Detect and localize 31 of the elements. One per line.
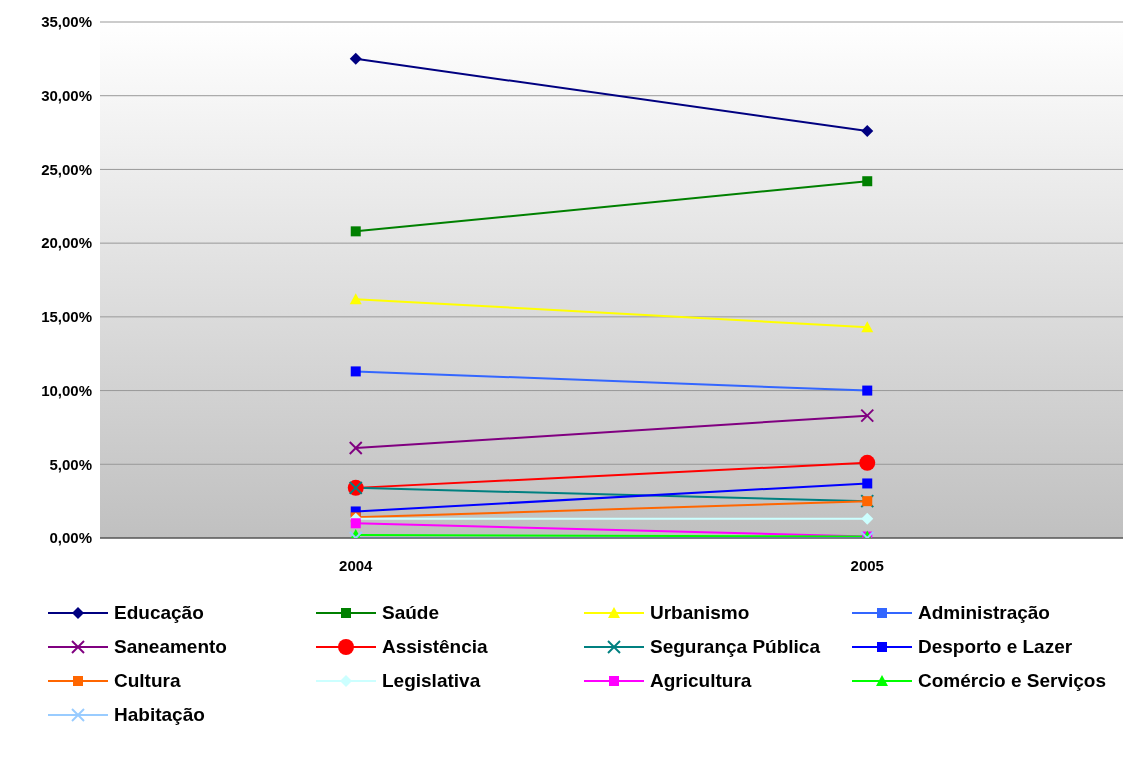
point xyxy=(350,518,361,529)
legend-label: Agricultura xyxy=(650,670,752,692)
y-tick-label: 15,00% xyxy=(41,308,92,326)
y-tick-label: 30,00% xyxy=(41,87,92,105)
legend-label: Urbanismo xyxy=(650,602,750,624)
y-tick-label: 5,00% xyxy=(49,455,92,473)
y-tick-label: 10,00% xyxy=(41,381,92,399)
x-tick-label: 2004 xyxy=(339,556,374,574)
point xyxy=(862,176,873,187)
legend-label: Administração xyxy=(918,602,1050,624)
legend-label: Habitação xyxy=(114,704,205,726)
legend-label: Educação xyxy=(114,602,204,624)
y-tick-label: 35,00% xyxy=(41,13,92,31)
legend-label: Comércio e Serviços xyxy=(918,670,1106,692)
point xyxy=(861,125,874,138)
y-tick-label: 25,00% xyxy=(41,160,92,178)
point xyxy=(349,52,362,65)
legend-label: Cultura xyxy=(114,670,181,692)
point xyxy=(861,512,874,525)
legend-label: Saúde xyxy=(382,602,440,624)
y-tick-label: 0,00% xyxy=(49,529,92,547)
x-tick-label: 2005 xyxy=(850,556,884,574)
legend-label: Assistência xyxy=(382,636,488,658)
legend-label: Segurança Pública xyxy=(650,636,821,658)
legend-label: Desporto e Lazer xyxy=(918,636,1073,658)
legend-label: Saneamento xyxy=(114,636,227,658)
legend-label: Legislativa xyxy=(382,670,481,692)
point xyxy=(862,478,873,489)
point xyxy=(859,454,876,471)
y-tick-label: 20,00% xyxy=(41,234,92,252)
point xyxy=(350,226,361,237)
